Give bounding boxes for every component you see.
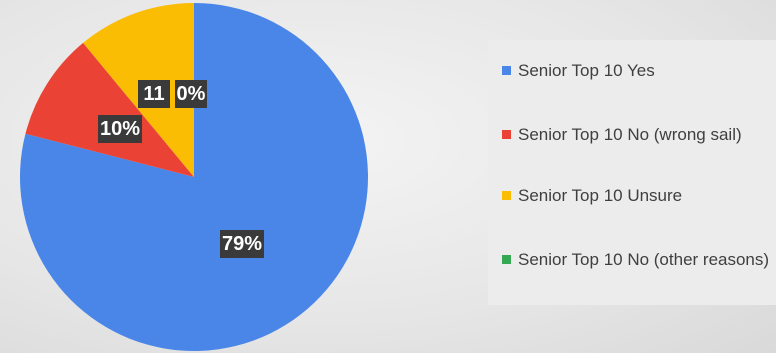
svg-text:79%: 79% [222,233,262,255]
legend-label-yes: Senior Top 10 Yes [518,61,655,80]
legend-swatch-no-other-reasons [502,255,511,264]
svg-text:11: 11 [143,83,164,105]
legend-item-no-wrong-sail: Senior Top 10 No (wrong sail) [502,124,772,145]
pie-data-labels: 79% 10%11 0% [98,80,264,258]
pie-chart: 79% 10%11 0% [20,3,369,351]
legend-swatch-yes [502,66,511,75]
legend-label-unsure: Senior Top 10 Unsure [518,186,683,205]
slice-no-wrong-sail [25,42,195,177]
pie-slices [20,3,369,351]
legend-swatch-no-wrong-sail [502,130,511,139]
chart-legend: Senior Top 10 Yes Senior Top 10 No (wron… [488,40,776,305]
legend-swatch-unsure [502,191,511,200]
data-label-no-other-reasons: 0% [175,80,207,108]
legend-label-no-wrong-sail: Senior Top 10 No (wrong sail) [518,125,742,144]
data-label-no-wrong-sail: 10% [98,115,142,143]
svg-text:10%: 10% [100,118,140,140]
legend-label-no-other-reasons: Senior Top 10 No (other reasons) [518,250,770,269]
legend-item-yes: Senior Top 10 Yes [502,60,772,81]
slice-yes [20,3,369,351]
svg-text:0%: 0% [177,83,206,105]
data-label-unsure: 11 [138,80,170,108]
legend-item-unsure: Senior Top 10 Unsure [502,185,772,206]
data-label-yes: 79% [220,230,264,258]
legend-item-no-other-reasons: Senior Top 10 No (other reasons) [502,249,772,270]
